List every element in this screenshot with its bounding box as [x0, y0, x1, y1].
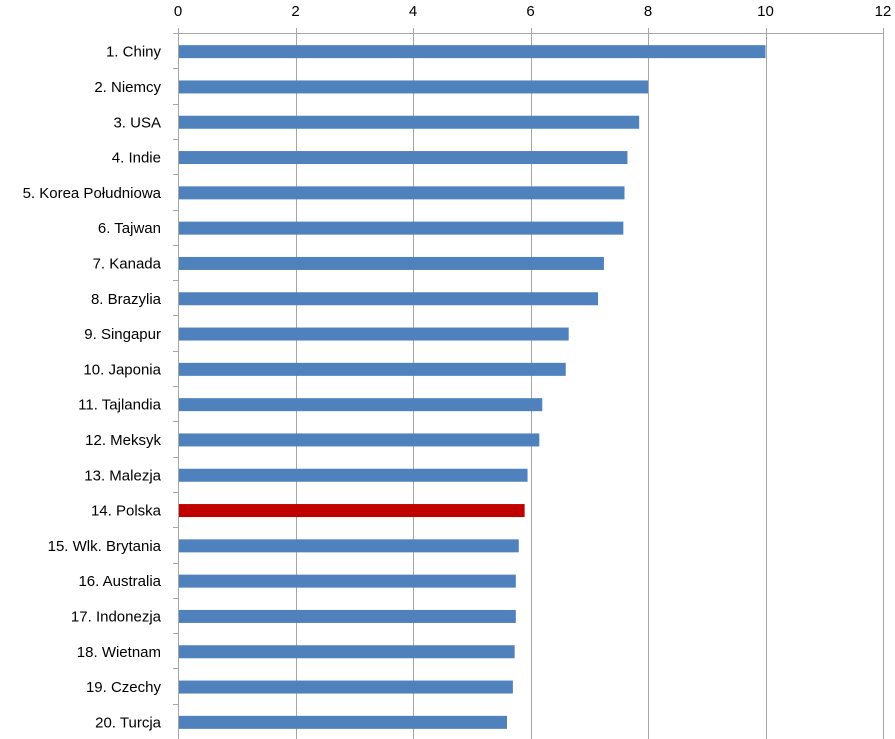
category-label: 9. Singapur	[84, 326, 161, 343]
x-tick-label: 2	[291, 3, 299, 20]
category-label: 20. Turcja	[95, 714, 162, 731]
category-label: 10. Japonia	[83, 361, 161, 378]
category-label: 4. Indie	[112, 150, 161, 167]
x-tick-label: 10	[757, 3, 774, 20]
x-tick-label: 6	[526, 3, 534, 20]
bars	[179, 45, 766, 729]
category-label: 5. Korea Południowa	[23, 185, 162, 202]
category-label: 15. Wlk. Brytania	[48, 538, 162, 555]
bar-18	[179, 645, 515, 659]
category-label: 2. Niemcy	[94, 79, 161, 96]
bar-3	[179, 115, 640, 129]
bar-12	[179, 433, 540, 447]
x-tick-label: 4	[409, 3, 417, 20]
category-label: 6. Tajwan	[98, 220, 161, 237]
category-label: 16. Australia	[78, 573, 161, 590]
x-tick-label: 12	[875, 3, 892, 20]
bar-7	[179, 256, 604, 270]
bar-6	[179, 221, 624, 235]
x-tick-label: 8	[644, 3, 652, 20]
bar-1	[179, 45, 766, 59]
bar-5	[179, 186, 625, 200]
category-label: 3. USA	[113, 114, 161, 131]
bar-16	[179, 574, 516, 588]
category-label: 8. Brazylia	[91, 291, 162, 308]
category-label: 11. Tajlandia	[78, 397, 162, 414]
bar-2	[179, 80, 648, 94]
bar-14	[179, 504, 525, 518]
category-label: 14. Polska	[91, 503, 162, 520]
bar-13	[179, 468, 528, 482]
bar-19	[179, 680, 513, 694]
category-label: 19. Czechy	[86, 679, 162, 696]
category-label: 13. Malezja	[84, 467, 161, 484]
bar-8	[179, 292, 599, 306]
x-tick-label: 0	[174, 3, 182, 20]
bar-4	[179, 151, 628, 165]
bar-17	[179, 609, 516, 623]
category-label: 17. Indonezja	[71, 608, 162, 625]
bar-10	[179, 362, 566, 376]
bar-9	[179, 327, 569, 341]
gridlines	[296, 33, 884, 739]
labels: 0 2 4 6 8 10 12 1. Chiny 2. Niemcy 3. USA 4. Indie…	[23, 3, 892, 731]
category-label: 1. Chiny	[106, 44, 162, 61]
bar-15	[179, 539, 519, 553]
category-label: 12. Meksyk	[85, 432, 161, 449]
category-label: 18. Wietnam	[77, 644, 161, 661]
bar-11	[179, 398, 543, 412]
bar-20	[179, 715, 507, 729]
axes	[173, 28, 884, 739]
category-label: 7. Kanada	[93, 255, 162, 272]
